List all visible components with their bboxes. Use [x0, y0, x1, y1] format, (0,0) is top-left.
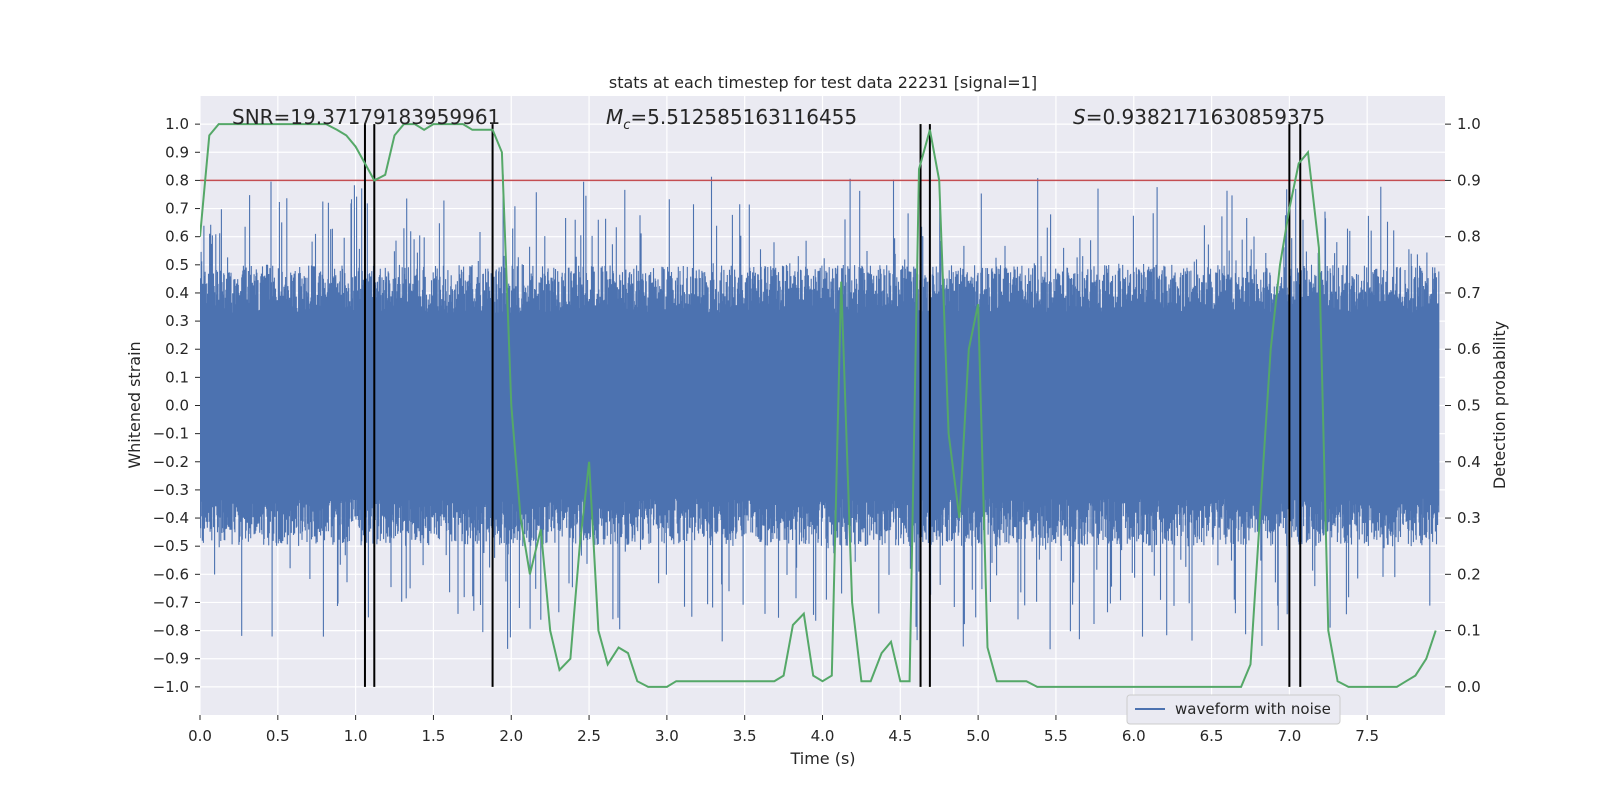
y2-axis-label: Detection probability	[1490, 321, 1509, 489]
x-axis-ticks: 0.0 0.5 1.0 1.5 2.0 2.5 3.0 3.5 4.0 4.5 5.0 5.5 6.0 6…	[188, 715, 1379, 745]
y-tick-label: 0.4	[165, 284, 189, 302]
probability-series	[200, 123, 1437, 688]
score-value: =0.9382171630859375	[1086, 105, 1325, 129]
x-tick-label: 1.5	[422, 727, 446, 745]
y-tick-label: 0.1	[165, 368, 189, 386]
y-tick-label: 0.0	[165, 397, 189, 415]
x-tick-label: 3.0	[655, 727, 679, 745]
x-tick-label: 5.0	[966, 727, 990, 745]
y-tick-label: −0.7	[153, 593, 189, 611]
x-tick-label: 0.5	[266, 727, 290, 745]
x-tick-label: 4.0	[811, 727, 835, 745]
x-tick-label: 6.0	[1122, 727, 1146, 745]
x-tick-label: 2.0	[499, 727, 523, 745]
y-axis-label: Whitened strain	[125, 341, 144, 468]
y-tick-label: −0.3	[153, 481, 189, 499]
y2-tick-label: 0.1	[1457, 622, 1481, 640]
event-lines	[363, 124, 1302, 687]
waveform-series	[200, 174, 1440, 650]
y-tick-label: −0.9	[153, 650, 189, 668]
x-tick-label: 7.0	[1277, 727, 1301, 745]
chirp-mass-annotation: Mc=5.512585163116455	[606, 105, 857, 133]
probability-line	[200, 123, 1437, 688]
x-axis-label: Time (s)	[789, 749, 855, 768]
y2-tick-label: 0.0	[1457, 678, 1481, 696]
y-tick-label: −0.2	[153, 453, 189, 471]
waveform-trace	[200, 174, 1440, 650]
x-tick-label: 3.5	[733, 727, 757, 745]
y-tick-label: −1.0	[153, 678, 189, 696]
y2-tick-label: 0.8	[1457, 228, 1481, 246]
y-tick-label: 0.6	[165, 228, 189, 246]
x-tick-label: 2.5	[577, 727, 601, 745]
legend-box	[1126, 694, 1341, 725]
y-tick-label: 0.8	[165, 171, 189, 189]
y2-tick-label: 0.2	[1457, 565, 1481, 583]
y-tick-label: −0.6	[153, 565, 189, 583]
x-tick-label: 7.5	[1355, 727, 1379, 745]
y-tick-label: 0.2	[165, 340, 189, 358]
x-tick-label: 4.5	[888, 727, 912, 745]
y-tick-label: −0.5	[153, 537, 189, 555]
x-tick-label: 0.0	[188, 727, 212, 745]
y-tick-label: 0.9	[165, 143, 189, 161]
y-tick-label: −0.1	[153, 425, 189, 443]
y2-tick-label: 0.5	[1457, 397, 1481, 415]
y-tick-label: 0.3	[165, 312, 189, 330]
y-tick-label: 0.7	[165, 200, 189, 218]
x-tick-label: 5.5	[1044, 727, 1068, 745]
y-tick-label: 0.5	[165, 256, 189, 274]
y2-tick-label: 0.9	[1457, 171, 1481, 189]
chart-title: stats at each timestep for test data 222…	[609, 73, 1037, 92]
score-annotation: S=0.9382171630859375	[1073, 105, 1325, 129]
x-tick-label: 6.5	[1200, 727, 1224, 745]
legend-label: waveform with noise	[1175, 700, 1331, 718]
x-tick-label: 1.0	[344, 727, 368, 745]
y-axis-ticks: 1.0 0.9 0.8 0.7 0.6 0.5 0.4 0.3 0.2 0.1 0.0 −0.1 −0.…	[153, 115, 200, 696]
y-tick-label: 1.0	[165, 115, 189, 133]
y2-tick-label: 0.3	[1457, 509, 1481, 527]
score-symbol: S	[1073, 105, 1086, 129]
y2-tick-label: 0.6	[1457, 340, 1481, 358]
chirp-mass-symbol: M	[606, 105, 623, 129]
y2-tick-label: 0.4	[1457, 453, 1481, 471]
y-tick-label: −0.8	[153, 622, 189, 640]
y-tick-label: −0.4	[153, 509, 189, 527]
snr-annotation: SNR=19.37179183959961	[232, 105, 500, 129]
legend: waveform with noise	[1126, 694, 1341, 725]
chirp-mass-value: =5.512585163116455	[630, 105, 857, 129]
y2-tick-label: 0.7	[1457, 284, 1481, 302]
y2-tick-label: 1.0	[1457, 115, 1481, 133]
y2-axis-ticks: 1.0 0.9 0.8 0.7 0.6 0.5 0.4 0.3 0.2 0.1 0.0	[1445, 115, 1481, 696]
chirp-mass-subscript: c	[623, 118, 630, 133]
